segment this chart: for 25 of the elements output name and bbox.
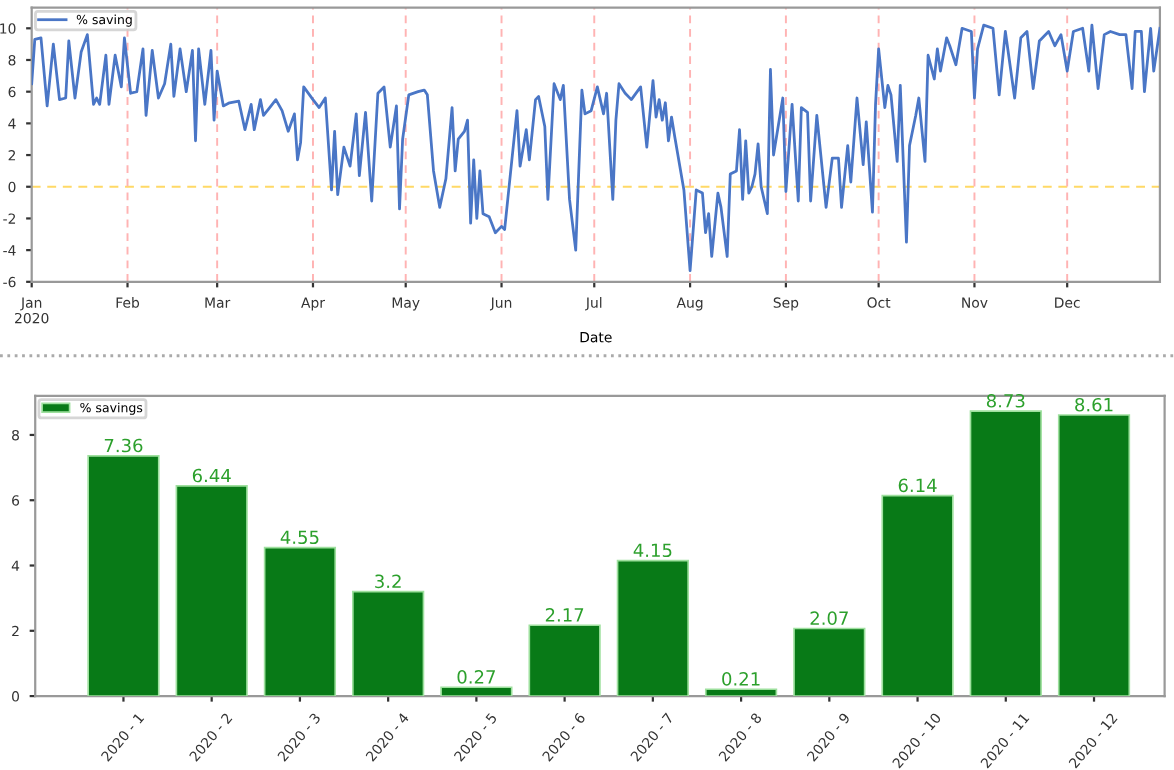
bar (528, 624, 601, 697)
data-label: 8.61 (1075, 397, 1113, 412)
data-label: 4.15 (633, 543, 672, 558)
data-label: 3.2 (375, 574, 401, 589)
bar (616, 559, 689, 697)
bar (881, 494, 954, 697)
data-label: 0.27 (457, 670, 495, 684)
bar (1057, 414, 1131, 697)
bar (440, 686, 513, 697)
data-label: 8.73 (986, 393, 1025, 408)
data-label: 4.55 (280, 530, 319, 545)
data-label: 2.07 (810, 611, 848, 626)
data-label: 6.14 (898, 478, 937, 493)
data-label: 6.44 (192, 468, 231, 483)
line-series (31, 23, 1160, 273)
bar (352, 590, 425, 697)
bar (969, 410, 1042, 697)
bar (704, 688, 778, 697)
data-label: 0.21 (722, 672, 760, 686)
data-label: 7.36 (104, 438, 143, 453)
bar (793, 627, 866, 697)
bar (175, 485, 248, 697)
data-label: 2.17 (545, 608, 584, 622)
bar (87, 455, 160, 697)
bar (263, 546, 337, 697)
